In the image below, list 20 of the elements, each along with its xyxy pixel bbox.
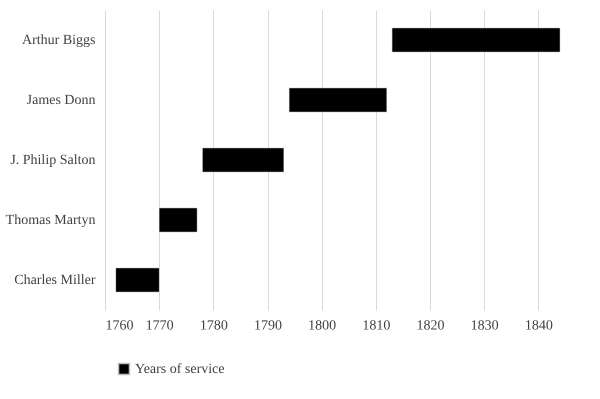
bar (392, 28, 560, 52)
bar (288, 88, 387, 112)
x-tick-label: 1830 (470, 318, 499, 334)
x-tick-label: 1840 (524, 318, 553, 334)
bar (158, 208, 198, 232)
y-tick-label: Charles Miller (14, 273, 96, 288)
legend-label: Years of service (135, 362, 225, 377)
x-tick-label: 1760 (106, 318, 134, 334)
y-tick-label: James Donn (26, 93, 96, 108)
y-tick-label: J. Philip Salton (10, 153, 96, 168)
bar (202, 148, 284, 172)
x-tick-label: 1770 (146, 318, 174, 334)
x-tick-label: 1810 (362, 318, 390, 334)
y-tick-label: Thomas Martyn (6, 213, 96, 228)
x-tick-label: 1820 (416, 318, 444, 334)
bar (116, 268, 160, 292)
x-tick-label: 1790 (254, 318, 282, 334)
x-tick-label: 1780 (200, 318, 228, 334)
x-tick-label: 1800 (308, 318, 336, 334)
y-tick-label: Arthur Biggs (22, 33, 96, 48)
